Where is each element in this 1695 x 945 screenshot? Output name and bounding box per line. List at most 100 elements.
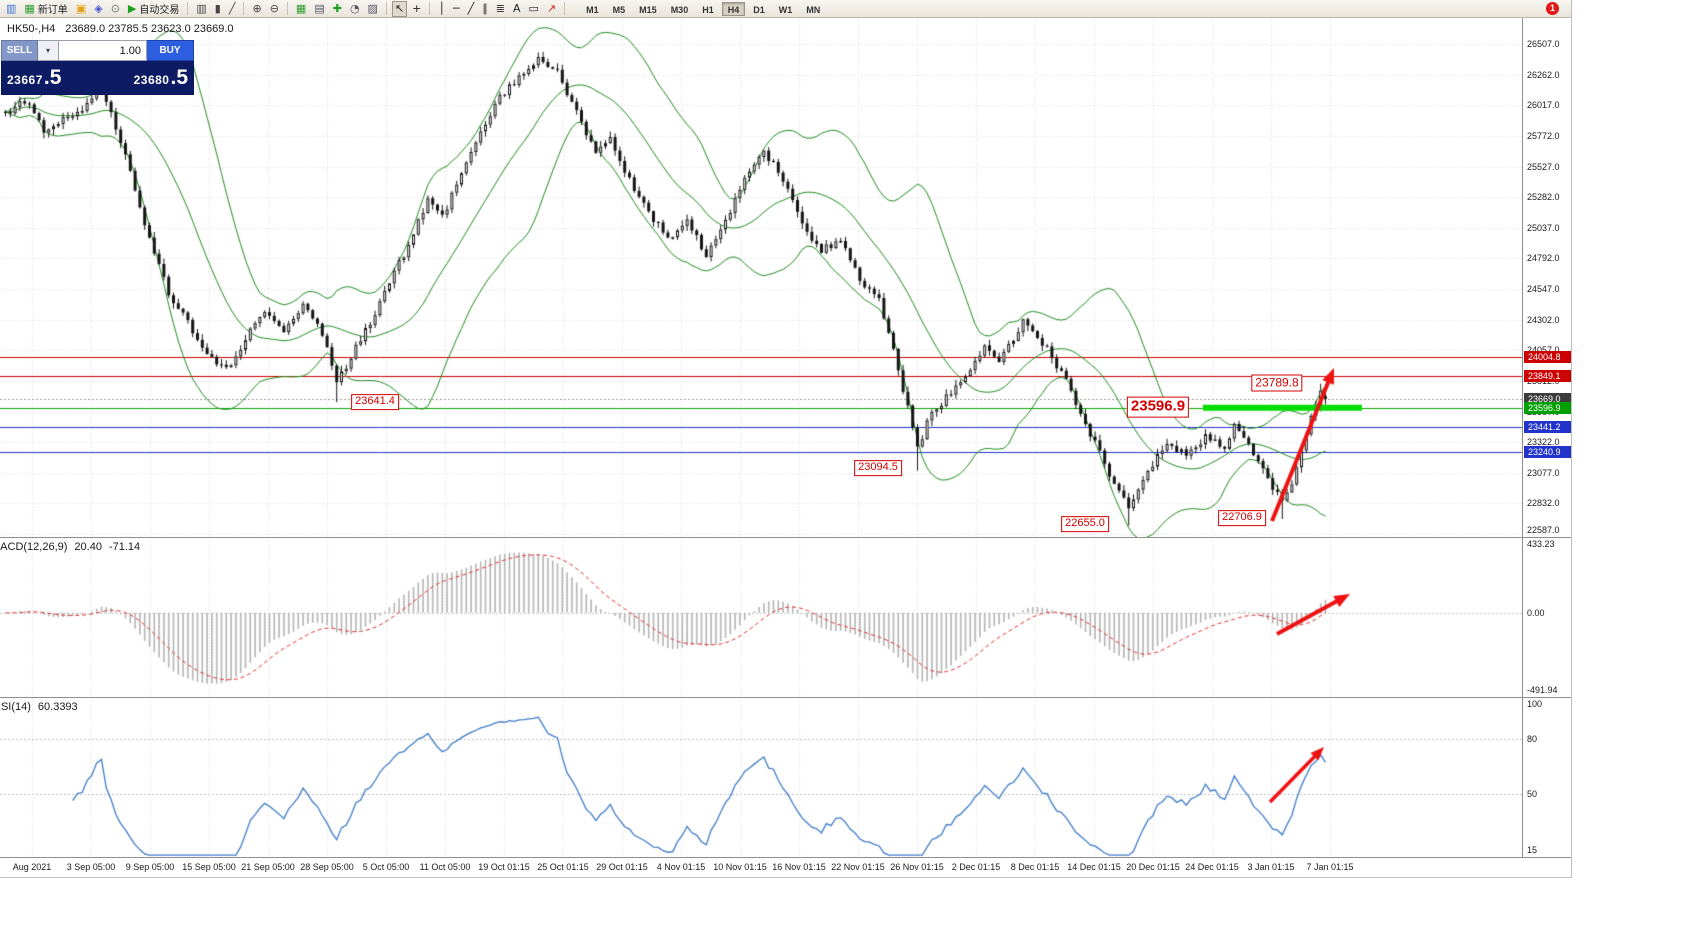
axis-label: 50 bbox=[1527, 788, 1538, 799]
cascade-windows-icon: ▤ bbox=[314, 2, 325, 15]
zoom-in-button[interactable]: ⊕ bbox=[249, 1, 264, 17]
timeframe-M1[interactable]: M1 bbox=[586, 4, 599, 15]
search-button[interactable]: ⊙ bbox=[108, 1, 123, 17]
arrows-button[interactable]: ↗ bbox=[544, 1, 559, 17]
price-axis: 26507.0 26262.0 26017.0 25772.0 25527.0 25282… bbox=[1522, 18, 1571, 537]
time-axis-label: 16 Nov 01:15 bbox=[772, 862, 826, 872]
one-click-trading-panel: SELL ▾ BUY 23667.5 23680.5 bbox=[1, 40, 194, 95]
timeframe-W1[interactable]: W1 bbox=[778, 4, 793, 15]
candlestick-chart-icon: ▮ bbox=[214, 2, 221, 15]
buy-price-button[interactable]: 23680.5 bbox=[134, 66, 188, 90]
macd-canvas[interactable] bbox=[0, 538, 1522, 697]
price-callout[interactable]: 23596.9 bbox=[1126, 396, 1190, 418]
price-chart-canvas[interactable] bbox=[0, 18, 1522, 537]
line-chart-icon: ╱ bbox=[228, 2, 236, 15]
price-callout[interactable]: 23641.4 bbox=[351, 394, 399, 410]
bar-chart-icon: ▥ bbox=[196, 2, 207, 15]
volume-input[interactable] bbox=[59, 40, 147, 61]
crosshair-icon: + bbox=[412, 2, 422, 15]
fibonacci-button[interactable]: ≣ bbox=[493, 1, 508, 17]
market-button[interactable]: ◈ bbox=[91, 1, 105, 17]
price-tag: 23849.1 bbox=[1524, 370, 1571, 383]
macd-axis: 433.23 0.00 -491.94 bbox=[1522, 538, 1571, 697]
metaeditor-button[interactable]: ▣ bbox=[73, 1, 89, 17]
autotrading-button[interactable]: ▶ 自动交易 bbox=[125, 1, 182, 17]
macd-indicator-label: MACD(12,26,9) 20.40 -71.14 bbox=[0, 541, 147, 553]
timeframe-button-group: M1 M5 M15 M30 H1 H4 D1 W1 MN bbox=[579, 0, 827, 17]
channel-button[interactable]: ∥ bbox=[479, 1, 491, 17]
axis-label: 24302.0 bbox=[1527, 314, 1560, 325]
market-icon: ◈ bbox=[94, 2, 103, 15]
vertical-line-button[interactable]: │ bbox=[435, 1, 448, 17]
buy-button[interactable]: BUY bbox=[147, 40, 194, 61]
price-callout[interactable]: 23094.5 bbox=[854, 460, 902, 476]
time-axis-label: 4 Nov 01:15 bbox=[656, 862, 706, 872]
zoom-in-icon: ⊕ bbox=[252, 2, 262, 15]
toolbar-button-group: ▥ ▦ 新订单 ▣ ◈ ⊙ ▶ 自动交易 ▥ ▮ ╱ ⊕ ⊖ ▦ ▤ ✚ ◔ ▨ ↖ + │ ─ ╱ ∥ ≣ A ▭ ↗ bbox=[2, 0, 569, 17]
price-tag: 23441.2 bbox=[1524, 421, 1571, 434]
axis-label: 26507.0 bbox=[1527, 39, 1560, 49]
axis-label: 24547.0 bbox=[1527, 284, 1560, 294]
time-axis-label: 2 Dec 01:15 bbox=[951, 862, 1001, 872]
buy-price-main: 23680 bbox=[133, 72, 170, 87]
notification-badge[interactable]: 1 bbox=[1546, 2, 1559, 15]
price-chart-panel: HK50-,H4 23689.0 23785.5 23623.0 23669.0 … bbox=[0, 18, 1571, 537]
vertical-line-icon: │ bbox=[438, 2, 446, 15]
charts-icon: ▥ bbox=[6, 2, 17, 15]
time-axis-label: Aug 2021 bbox=[12, 862, 52, 872]
zoom-out-icon: ⊖ bbox=[269, 2, 279, 15]
timeframe-M15[interactable]: M15 bbox=[639, 4, 657, 15]
label-button[interactable]: ▭ bbox=[526, 1, 542, 17]
horizontal-line-button[interactable]: ─ bbox=[450, 1, 463, 17]
axis-label: 80 bbox=[1527, 734, 1538, 745]
new-order-button[interactable]: ▦ 新订单 bbox=[21, 1, 70, 17]
arrows-icon: ↗ bbox=[546, 2, 557, 15]
charts-button[interactable]: ▥ bbox=[3, 1, 19, 17]
price-callout[interactable]: 22706.9 bbox=[1218, 510, 1266, 526]
candlestick-chart-button[interactable]: ▮ bbox=[212, 1, 224, 17]
time-axis-label: 14 Dec 01:15 bbox=[1067, 862, 1121, 872]
trading-platform-window: ▥ ▦ 新订单 ▣ ◈ ⊙ ▶ 自动交易 ▥ ▮ ╱ ⊕ ⊖ ▦ ▤ ✚ ◔ ▨ ↖ + │ ─ ╱ ∥ ≣ A ▭ ↗ M1 M5 M1… bbox=[0, 0, 1572, 878]
cursor-button[interactable]: ↖ bbox=[391, 0, 408, 17]
trendline-button[interactable]: ╱ bbox=[465, 1, 478, 17]
templates-button[interactable]: ▨ bbox=[365, 1, 381, 17]
time-axis: Aug 2021 3 Sep 05:00 9 Sep 05:00 15 Sep 05:… bbox=[0, 857, 1571, 877]
timeframe-MN[interactable]: MN bbox=[806, 4, 821, 15]
tile-windows-button[interactable]: ▦ bbox=[293, 1, 309, 17]
periods-button[interactable]: ◔ bbox=[347, 1, 363, 17]
time-axis-label: 3 Jan 01:15 bbox=[1247, 862, 1295, 872]
sell-price-pip: .5 bbox=[43, 65, 62, 89]
search-icon: ⊙ bbox=[110, 2, 120, 15]
line-chart-button[interactable]: ╱ bbox=[226, 1, 239, 17]
time-axis-label: 24 Dec 01:15 bbox=[1185, 862, 1239, 872]
volume-dropdown-button[interactable]: ▾ bbox=[38, 40, 59, 61]
axis-label: 25527.0 bbox=[1527, 161, 1560, 172]
chart-title: HK50-,H4 23689.0 23785.5 23623.0 23669.0 bbox=[7, 23, 234, 35]
bar-chart-button[interactable]: ▥ bbox=[193, 1, 209, 17]
axis-label: 433.23 bbox=[1527, 539, 1555, 549]
timeframe-H4[interactable]: H4 bbox=[721, 1, 746, 16]
chart-ohlc-values: 23689.0 23785.5 23623.0 23669.0 bbox=[65, 23, 234, 35]
timeframe-D1[interactable]: D1 bbox=[753, 4, 765, 15]
axis-label: 22832.0 bbox=[1527, 498, 1560, 509]
timeframe-H1[interactable]: H1 bbox=[702, 4, 714, 15]
price-callout[interactable]: 22655.0 bbox=[1061, 516, 1109, 532]
indicators-button[interactable]: ✚ bbox=[330, 1, 345, 17]
sell-price-button[interactable]: 23667.5 bbox=[7, 66, 61, 90]
timeframe-M30[interactable]: M30 bbox=[670, 4, 689, 15]
cascade-windows-button[interactable]: ▤ bbox=[311, 1, 327, 17]
time-axis-label: 3 Sep 05:00 bbox=[66, 862, 116, 872]
sell-button[interactable]: SELL bbox=[1, 40, 38, 61]
time-axis-label: 29 Oct 01:15 bbox=[596, 862, 648, 872]
toolbar-separator bbox=[286, 2, 288, 15]
zoom-out-button[interactable]: ⊖ bbox=[267, 1, 282, 17]
price-callout[interactable]: 23789.8 bbox=[1251, 374, 1303, 392]
axis-label: -491.94 bbox=[1527, 685, 1558, 695]
rsi-canvas[interactable] bbox=[0, 698, 1522, 857]
timeframe-M5[interactable]: M5 bbox=[612, 4, 626, 15]
rsi-name: RSI(14) bbox=[0, 701, 31, 713]
time-axis-label: 15 Sep 05:00 bbox=[182, 862, 236, 872]
label-icon: ▭ bbox=[528, 2, 539, 15]
crosshair-button[interactable]: + bbox=[409, 1, 424, 17]
text-button[interactable]: A bbox=[510, 1, 524, 17]
